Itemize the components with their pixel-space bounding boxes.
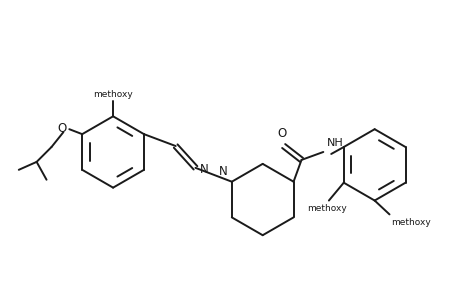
Text: O: O — [276, 127, 285, 140]
Text: N: N — [218, 165, 227, 178]
Text: methoxy: methoxy — [391, 218, 430, 227]
Text: O: O — [57, 122, 66, 135]
Text: methoxy: methoxy — [306, 205, 346, 214]
Text: NH: NH — [326, 138, 343, 148]
Text: N: N — [199, 163, 208, 176]
Text: methoxy: methoxy — [93, 91, 133, 100]
